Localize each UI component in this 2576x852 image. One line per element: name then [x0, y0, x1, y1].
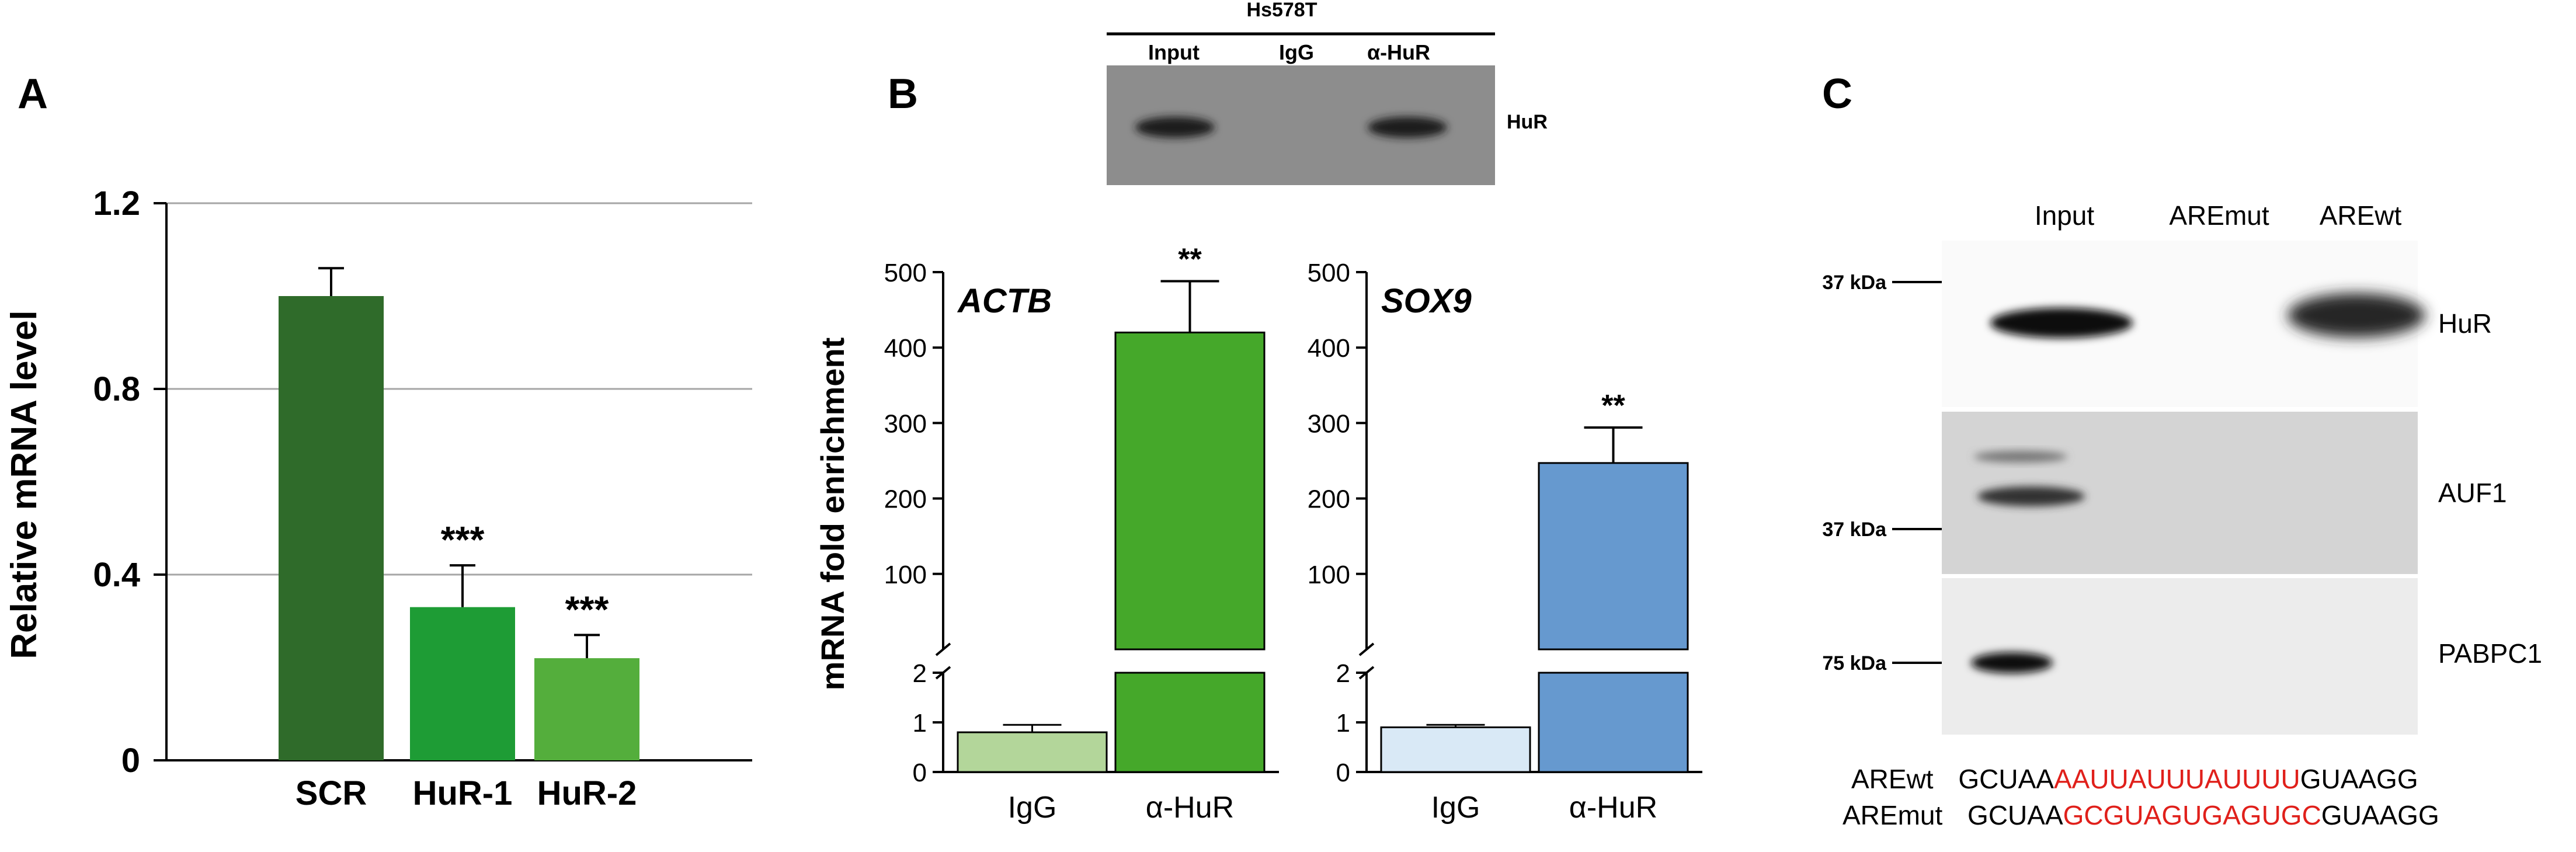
y-tick-label: 100: [1308, 561, 1350, 589]
sequence-mut: AREmut GCUAAGCGUAGUGAGUGCGUAAGG: [1843, 800, 2439, 830]
chart-a: 0 0.4 0.8 1.2 SCR *** HuR-1 *** HuR-2: [93, 185, 752, 812]
blot-b-cell-line: Hs578T: [1247, 0, 1317, 21]
sequence-prefix: GCUAA: [1958, 764, 2054, 794]
blot-c: Input AREmut AREwt 37 kDa HuR 37 kDa AUF…: [1822, 200, 2542, 735]
y-tick-label: 2: [913, 659, 927, 688]
y-tick-label: 1: [1336, 709, 1350, 738]
y-tick-label: 400: [1308, 334, 1350, 363]
blot-b-lane-label: α-HuR: [1367, 40, 1430, 64]
y-tick-label: 2: [1336, 659, 1350, 688]
blot-c-band-auf1-upper: [1974, 451, 2067, 462]
y-tick-label: 1.2: [93, 185, 140, 222]
marker-label: 75 kDa: [1822, 652, 1887, 674]
blot-c-lane-label: AREwt: [2320, 200, 2402, 231]
bar-scr: [279, 296, 384, 760]
y-tick-label: 200: [884, 485, 927, 514]
panel-label-b: B: [888, 71, 918, 117]
sequence-name: AREwt: [1851, 764, 1934, 794]
blot-c-band-auf1-lower: [1977, 486, 2085, 506]
y-tick-label: 0: [1336, 759, 1350, 787]
axis-break-mark: [1358, 642, 1375, 656]
sequences: AREwt GCUAAAAUUAUUUAUUUUGUAAGG AREmut GC…: [1843, 764, 2439, 830]
blot-b-lane-label: Input: [1148, 40, 1200, 64]
blot-c-row-label: HuR: [2438, 308, 2492, 339]
marker-label: 37 kDa: [1822, 519, 1887, 541]
chart-b-actb: 100 200 300 400 500 0 1 2 ACTB IgG ** α-HuR: [884, 243, 1279, 825]
sequence-name: AREmut: [1843, 800, 1942, 830]
chart-title: SOX9: [1381, 282, 1472, 320]
bar-hur-1: [410, 607, 515, 760]
x-tick-label: IgG: [1431, 791, 1480, 825]
y-tick-label: 200: [1308, 485, 1350, 514]
blot-c-lane-label: Input: [2035, 200, 2095, 231]
x-tick-label: IgG: [1008, 791, 1057, 825]
blot-c-band-pabpc1-input: [1971, 652, 2053, 673]
blot-c-row-label: AUF1: [2438, 478, 2507, 508]
y-tick-label: 0.4: [93, 556, 140, 594]
x-tick-label: SCR: [296, 774, 367, 812]
x-tick-label: HuR-2: [537, 774, 637, 812]
y-tick-label: 400: [884, 334, 927, 363]
y-tick-label: 300: [884, 409, 927, 438]
sequence-wt: AREwt GCUAAAAUUAUUUAUUUUGUAAGG: [1851, 764, 2418, 794]
y-tick-label: 500: [884, 259, 927, 287]
y-tick-label: 500: [1308, 259, 1350, 287]
sequence-suffix: GUAAGG: [2300, 764, 2418, 794]
y-tick-label: 1: [913, 709, 927, 738]
sequence-core: GCGUAGUGAGUGC: [2063, 800, 2321, 830]
blot-b: Hs578T Input IgG α-HuR HuR: [1107, 0, 1548, 185]
blot-c-lane-label: AREmut: [2169, 200, 2269, 231]
y-tick-label: 0: [913, 759, 927, 787]
bar-igg: [957, 731, 1108, 773]
sequence-core: AAUUAUUUAUUUU: [2054, 764, 2300, 794]
x-tick-label: α-HuR: [1146, 791, 1234, 825]
blot-c-band-hur-arewt: [2288, 293, 2425, 338]
blot-b-band-label: HuR: [1507, 111, 1548, 133]
x-tick-label: α-HuR: [1569, 791, 1657, 825]
bar-hur-2: [534, 658, 639, 760]
y-tick-label: 0.8: [93, 370, 140, 408]
panel-label-a: A: [18, 71, 48, 117]
chart-b-sox9: 100 200 300 400 500 0 1 2 SOX9 IgG ** α-HuR: [1308, 259, 1702, 825]
significance-label: ***: [441, 519, 485, 561]
axis-break-mark: [935, 642, 951, 656]
chart-a-ylabel: Relative mRNA level: [4, 310, 44, 659]
bar-a-hur-lower: [1114, 672, 1266, 773]
y-tick-label: 100: [884, 561, 927, 589]
chart-b-ylabel: mRNA fold enrichment: [814, 338, 851, 691]
bar-a-hur-upper: [1114, 331, 1266, 651]
significance-label: **: [1178, 243, 1202, 277]
sequence-suffix: GUAAGG: [2321, 800, 2439, 830]
blot-c-band-hur-input: [1990, 308, 2133, 338]
blot-b-band-hur: [1368, 117, 1447, 138]
significance-label: ***: [565, 588, 609, 630]
bar-a-hur-upper: [1538, 462, 1689, 651]
blot-b-band-input: [1135, 117, 1215, 138]
bar-igg: [1380, 726, 1531, 773]
y-tick-label: 300: [1308, 409, 1350, 438]
bar-a-hur-lower: [1538, 672, 1689, 773]
panel-label-c: C: [1822, 71, 1852, 117]
chart-title: ACTB: [957, 282, 1052, 320]
marker-label: 37 kDa: [1822, 272, 1887, 294]
blot-b-lane-label: IgG: [1279, 40, 1314, 64]
y-tick-label: 0: [121, 742, 140, 780]
significance-label: **: [1601, 389, 1625, 423]
x-tick-label: HuR-1: [413, 774, 513, 812]
sequence-prefix: GCUAA: [1967, 800, 2063, 830]
blot-c-row-label: PABPC1: [2438, 638, 2542, 669]
